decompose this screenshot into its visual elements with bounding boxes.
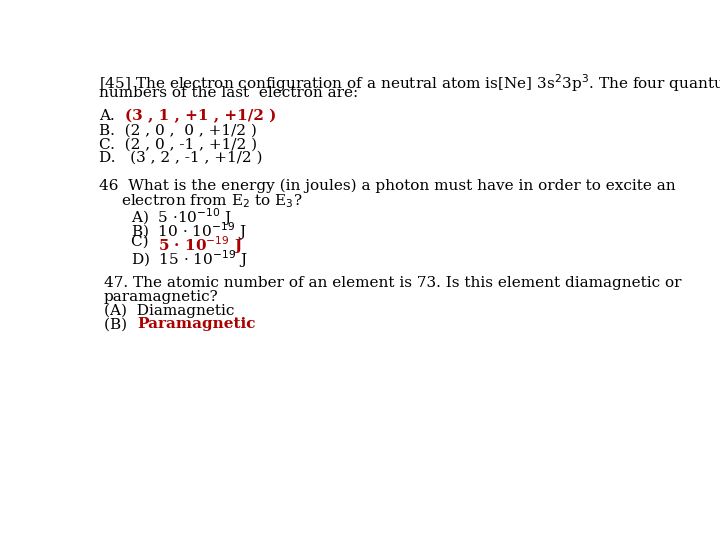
Text: A)  5 ·10$^{-10}$ J: A) 5 ·10$^{-10}$ J bbox=[131, 206, 232, 228]
Text: B.  (2 , 0 ,  0 , +1/2 ): B. (2 , 0 , 0 , +1/2 ) bbox=[99, 123, 257, 137]
Text: D.   (3 , 2 , -1 , +1/2 ): D. (3 , 2 , -1 , +1/2 ) bbox=[99, 151, 263, 165]
Text: (B): (B) bbox=[104, 318, 137, 332]
Text: (A)  Diamagnetic: (A) Diamagnetic bbox=[104, 303, 234, 318]
Text: electron from E$_2$ to E$_3$?: electron from E$_2$ to E$_3$? bbox=[121, 193, 302, 210]
Text: C.  (2 , 0 , -1 , +1/2 ): C. (2 , 0 , -1 , +1/2 ) bbox=[99, 137, 258, 151]
Text: 46  What is the energy (in joules) a photon must have in order to excite an: 46 What is the energy (in joules) a phot… bbox=[99, 179, 676, 193]
Text: numbers of the last  electron are:: numbers of the last electron are: bbox=[99, 86, 359, 100]
Text: A.: A. bbox=[99, 110, 125, 124]
Text: 5 · 10$^{-19}$ J: 5 · 10$^{-19}$ J bbox=[158, 234, 243, 256]
Text: [45] The electron configuration of a neutral atom is[Ne] 3s$^2$3p$^3$. The four : [45] The electron configuration of a neu… bbox=[99, 72, 720, 94]
Text: C): C) bbox=[131, 234, 158, 248]
Text: Paramagnetic: Paramagnetic bbox=[137, 318, 256, 332]
Text: (3 , 1 , +1 , +1/2 ): (3 , 1 , +1 , +1/2 ) bbox=[125, 110, 276, 124]
Text: B)  10 · 10$^{-19}$ J: B) 10 · 10$^{-19}$ J bbox=[131, 220, 247, 242]
Text: 47. The atomic number of an element is 73. Is this element diamagnetic or: 47. The atomic number of an element is 7… bbox=[104, 276, 681, 290]
Text: D)  15 · 10$^{-19}$ J: D) 15 · 10$^{-19}$ J bbox=[131, 248, 248, 270]
Text: paramagnetic?: paramagnetic? bbox=[104, 289, 219, 303]
